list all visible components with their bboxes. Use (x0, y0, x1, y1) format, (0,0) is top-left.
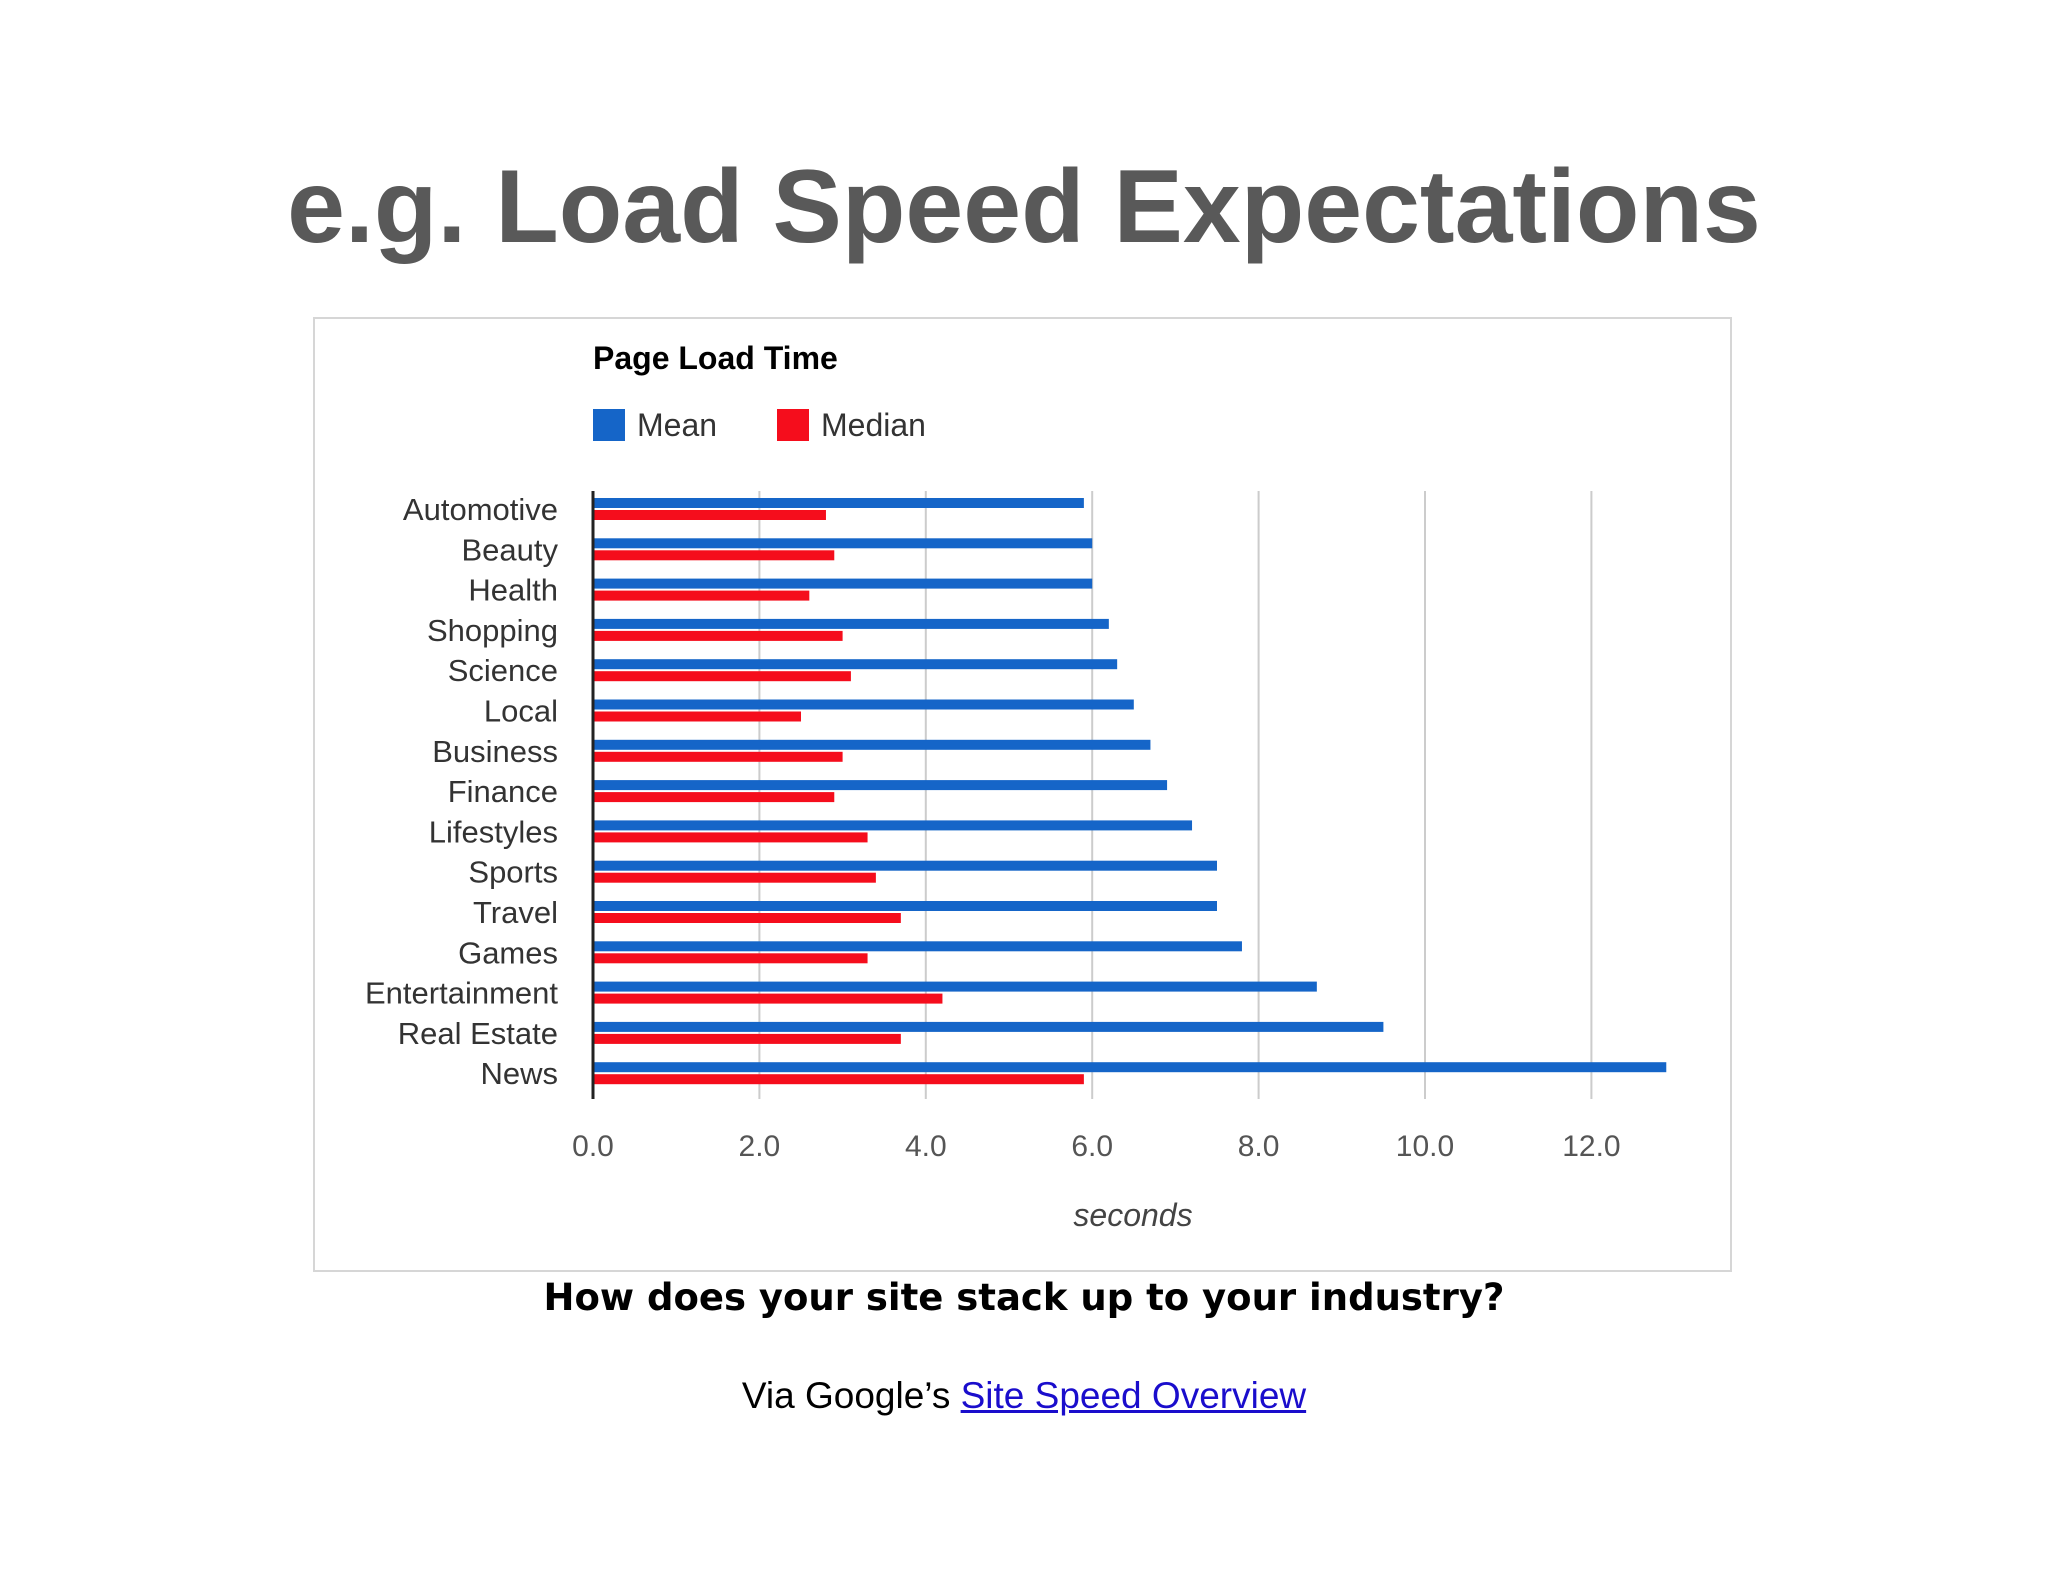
bar-mean (593, 699, 1134, 710)
legend-swatch-mean (593, 409, 625, 441)
category-label: Shopping (427, 613, 558, 648)
category-label: Real Estate (398, 1016, 558, 1051)
category-label: Finance (448, 774, 558, 809)
bar-median (593, 550, 835, 561)
bar-mean (593, 820, 1193, 831)
slide-title: e.g. Load Speed Expectations (287, 149, 1761, 265)
bar-mean (593, 1021, 1384, 1032)
x-axis-label: seconds (1073, 1197, 1192, 1233)
bar-mean (593, 860, 1217, 871)
category-label: Lifestyles (429, 814, 558, 849)
x-tick-label: 4.0 (905, 1130, 947, 1163)
site-speed-overview-link[interactable]: Site Speed Overview (960, 1375, 1307, 1416)
category-label: Entertainment (365, 976, 558, 1011)
bar-mean (593, 538, 1093, 549)
bar-median (593, 1033, 901, 1044)
bar-median (593, 792, 835, 803)
category-label: Health (468, 573, 558, 608)
category-label: Local (484, 694, 558, 729)
bar-median (593, 913, 901, 923)
x-tick-label: 8.0 (1238, 1130, 1280, 1163)
bar-mean (593, 780, 1168, 791)
x-tick-label: 2.0 (739, 1130, 781, 1163)
legend-label-mean: Mean (637, 407, 717, 443)
category-label: Sports (468, 855, 558, 890)
bar-mean (593, 659, 1118, 670)
x-tick-label: 12.0 (1562, 1130, 1620, 1163)
bar-median (593, 590, 810, 601)
bar-median (593, 711, 801, 722)
bar-chart: 0.0 2.0 4.0 6.0 8.0 10.0 12.0 Automotive Beauty H… (365, 340, 1667, 1233)
bar-median (593, 872, 876, 883)
legend-label-median: Median (821, 407, 926, 443)
category-label: News (480, 1056, 558, 1091)
chart-axes: 0.0 2.0 4.0 6.0 8.0 10.0 12.0 Automotive Beauty H… (365, 491, 1621, 1163)
chart-frame: 0.0 2.0 4.0 6.0 8.0 10.0 12.0 Automotive Beauty H… (313, 317, 1732, 1272)
chart-legend: Mean Median (593, 407, 926, 443)
category-label: Automotive (403, 492, 558, 527)
bar-mean (593, 578, 1093, 589)
bar-mean (593, 901, 1217, 911)
bar-mean (593, 941, 1242, 952)
bar-mean (593, 618, 1109, 629)
bar-median (593, 1074, 1084, 1085)
x-tick-label: 6.0 (1071, 1130, 1113, 1163)
bar-mean (593, 981, 1317, 992)
bar-median (593, 832, 868, 843)
bar-median (593, 671, 851, 682)
bar-median (593, 630, 843, 641)
bar-median (593, 993, 943, 1004)
category-label: Games (458, 935, 558, 970)
category-label: Science (448, 653, 558, 688)
x-tick-label: 10.0 (1396, 1130, 1454, 1163)
bar-mean (593, 739, 1151, 750)
source-line: Via Google’s Site Speed Overview (0, 1375, 2048, 1417)
chart-title: Page Load Time (593, 340, 838, 376)
bar-median (593, 953, 868, 964)
bar-mean (593, 498, 1084, 508)
category-label: Travel (473, 895, 558, 930)
source-prefix: Via Google’s (741, 1375, 951, 1416)
slide-caption: How does your site stack up to your indu… (543, 1276, 1505, 1319)
bar-median (593, 751, 843, 762)
x-tick-label: 0.0 (572, 1130, 614, 1163)
chart-bars (593, 498, 1667, 1085)
category-label: Business (432, 734, 558, 769)
bar-median (593, 510, 826, 520)
category-label: Beauty (461, 532, 558, 567)
legend-swatch-median (777, 409, 809, 441)
bar-mean (593, 1062, 1667, 1073)
